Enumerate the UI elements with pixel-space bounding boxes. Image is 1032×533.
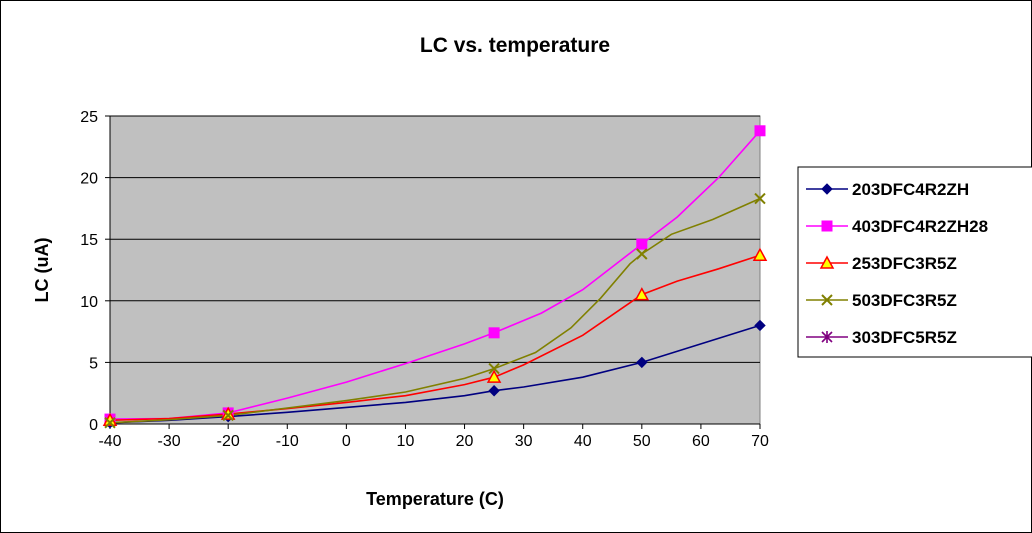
y-axis-title: LC (uA)	[32, 238, 52, 303]
legend-marker-403DFC4R2ZH28	[821, 220, 833, 232]
data-point-253DFC3R5Z	[634, 287, 650, 301]
data-point-503DFC3R5Z	[104, 417, 116, 429]
data-point-253DFC3R5Z	[752, 247, 768, 261]
data-point-403DFC4R2ZH28	[488, 327, 500, 339]
x-tick-label: 30	[515, 433, 533, 450]
chart-title: LC vs. temperature	[420, 34, 610, 57]
x-tick-label: -30	[158, 433, 181, 450]
gridlines	[110, 115, 760, 363]
legend-marker-503DFC3R5Z	[821, 294, 833, 306]
y-tick-label: 0	[89, 417, 98, 434]
x-tick-label: -10	[276, 433, 299, 450]
y-tick-label: 15	[80, 232, 98, 249]
data-point-403DFC4R2ZH28	[636, 238, 648, 250]
data-point-203DFC4R2ZH	[636, 356, 648, 369]
y-axis-ticks: 0 5 10 15 20 25	[80, 109, 111, 434]
x-tick-label: 60	[692, 433, 710, 450]
legend-label: 303DFC5R5Z	[852, 328, 957, 347]
legend-box	[797, 166, 1032, 358]
data-point-503DFC3R5Z	[488, 362, 500, 375]
series-line-253DFC3R5Z	[109, 254, 761, 422]
y-tick-label: 5	[89, 355, 98, 372]
data-point-253DFC3R5Z	[486, 369, 502, 383]
x-tick-label: -40	[98, 433, 121, 450]
series-markers	[102, 125, 768, 429]
legend-marker-203DFC4R2ZH	[821, 183, 833, 195]
x-tick-label: 40	[574, 433, 592, 450]
plot-area	[109, 115, 761, 425]
series-line-503DFC3R5Z	[109, 197, 761, 424]
data-point-503DFC3R5Z	[636, 248, 648, 260]
legend-marker-253DFC3R5Z	[819, 255, 835, 269]
legend-label: 253DFC3R5Z	[852, 254, 957, 273]
x-tick-label: -20	[217, 433, 240, 450]
data-point-203DFC4R2ZH	[754, 319, 766, 332]
data-point-503DFC3R5Z	[754, 192, 766, 205]
data-point-503DFC3R5Z	[222, 409, 234, 422]
x-axis-title: Temperature (C)	[366, 489, 504, 509]
x-tick-label: 50	[633, 433, 651, 450]
y-tick-label: 20	[80, 171, 98, 188]
x-tick-label: 70	[751, 433, 769, 450]
series-line-403DFC4R2ZH28	[109, 130, 761, 420]
legend-label: 203DFC4R2ZH	[852, 180, 969, 199]
y-tick-label: 25	[80, 109, 98, 126]
x-tick-label: 20	[456, 433, 474, 450]
y-tick-label: 10	[80, 294, 98, 311]
x-axis-ticks: -40 -30 -20 -10 0 10 20 30 40 50 60 70	[98, 423, 769, 450]
legend-label: 503DFC3R5Z	[852, 291, 957, 310]
legend: 203DFC4R2ZH 403DFC4R2ZH28 253DFC3R5Z 503DFC…	[797, 166, 1032, 358]
legend-label: 403DFC4R2ZH28	[852, 217, 988, 236]
data-point-203DFC4R2ZH	[488, 385, 500, 397]
data-point-403DFC4R2ZH28	[754, 125, 766, 137]
x-tick-label: 0	[342, 433, 351, 450]
x-tick-label: 10	[397, 433, 415, 450]
legend-marker-303DFC5R5Z	[821, 331, 833, 343]
